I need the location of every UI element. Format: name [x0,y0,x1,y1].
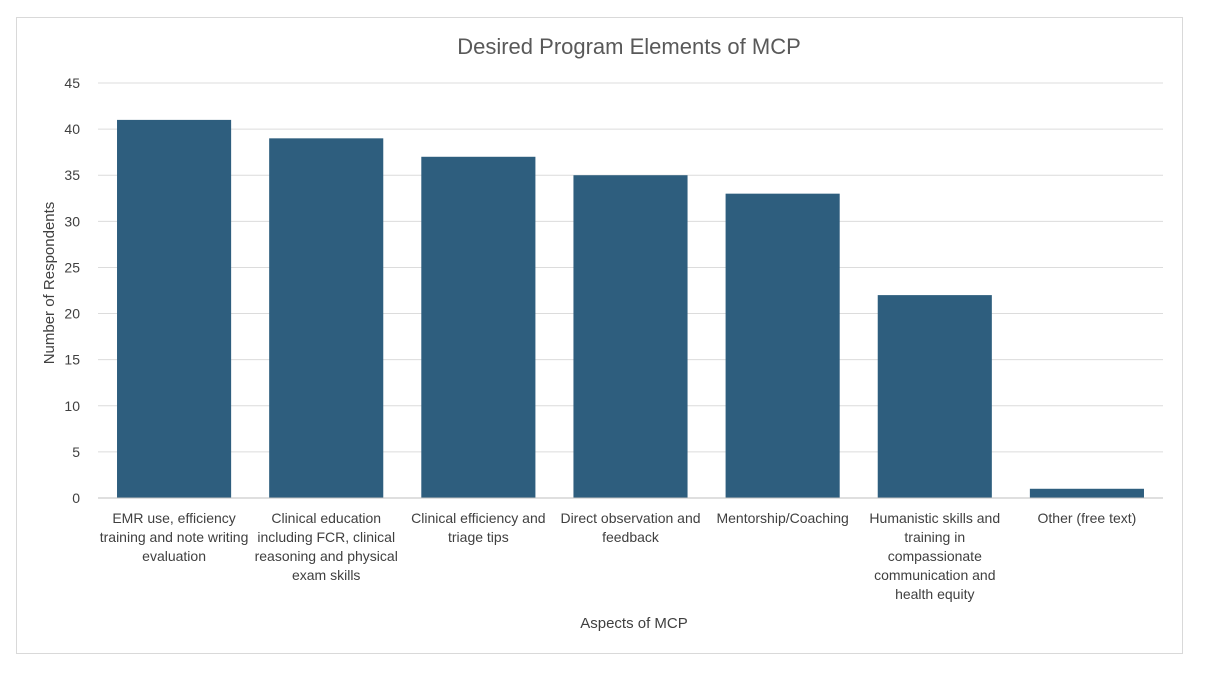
bar [269,138,384,499]
x-category-label-line: training and note writing [100,529,249,545]
x-category-label-line: triage tips [448,529,509,545]
x-category-label-line: communication and [874,567,995,583]
x-category-label-line: health equity [895,586,974,602]
x-category-label-line: exam skills [292,567,360,583]
y-tick-label: 5 [72,444,80,460]
x-category-label: Clinical efficiency and triage tips [411,510,545,545]
y-axis-title: Number of Respondents [41,202,58,365]
x-category-label: Humanistic skills and training in compassi… [869,510,1000,602]
y-tick-label: 35 [64,167,80,183]
bar [573,175,688,498]
x-category-label: Other (free text) [1038,510,1137,526]
chart-title: Desired Program Elements of MCP [457,34,801,59]
x-category-label-line: Mentorship/Coaching [716,510,848,526]
x-category-label: Mentorship/Coaching [716,510,848,526]
y-axis-ticks: 0 5 10 15 20 25 30 35 40 45 [64,75,80,506]
y-tick-label: 15 [64,352,80,368]
y-tick-label: 25 [64,259,80,275]
bar [725,193,840,498]
x-category-label-line: training in [904,529,965,545]
x-category-label-line: Humanistic skills and [869,510,1000,526]
x-category-label: Direct observation and feedback [560,510,700,545]
x-category-label: Clinical education including FCR, clinica… [255,510,398,583]
bar [1029,488,1144,498]
x-category-label-line: Clinical efficiency and [411,510,545,526]
y-tick-label: 40 [64,121,80,137]
x-axis-category-labels: EMR use, efficiency training and note wri… [100,510,1137,602]
x-category-label-line: EMR use, efficiency [112,510,235,526]
y-tick-label: 0 [72,490,80,506]
bar [421,156,536,498]
x-axis-title: Aspects of MCP [580,615,688,632]
x-category-label-line: evaluation [142,548,206,564]
x-category-label: EMR use, efficiency training and note wri… [100,510,249,564]
x-category-label-line: reasoning and physical [255,548,398,564]
bar [877,295,992,498]
x-category-label-line: including FCR, clinical [257,529,395,545]
x-category-label-line: Other (free text) [1038,510,1137,526]
x-category-label-line: compassionate [888,548,982,564]
x-category-label-line: Direct observation and [560,510,700,526]
bars [117,119,1144,499]
x-category-label-line: Clinical education [271,510,381,526]
x-category-label-line: feedback [602,529,660,545]
y-tick-label: 10 [64,398,80,414]
y-tick-label: 20 [64,306,80,322]
bar [117,119,232,498]
y-tick-label: 45 [64,75,80,91]
y-tick-label: 30 [64,213,80,229]
